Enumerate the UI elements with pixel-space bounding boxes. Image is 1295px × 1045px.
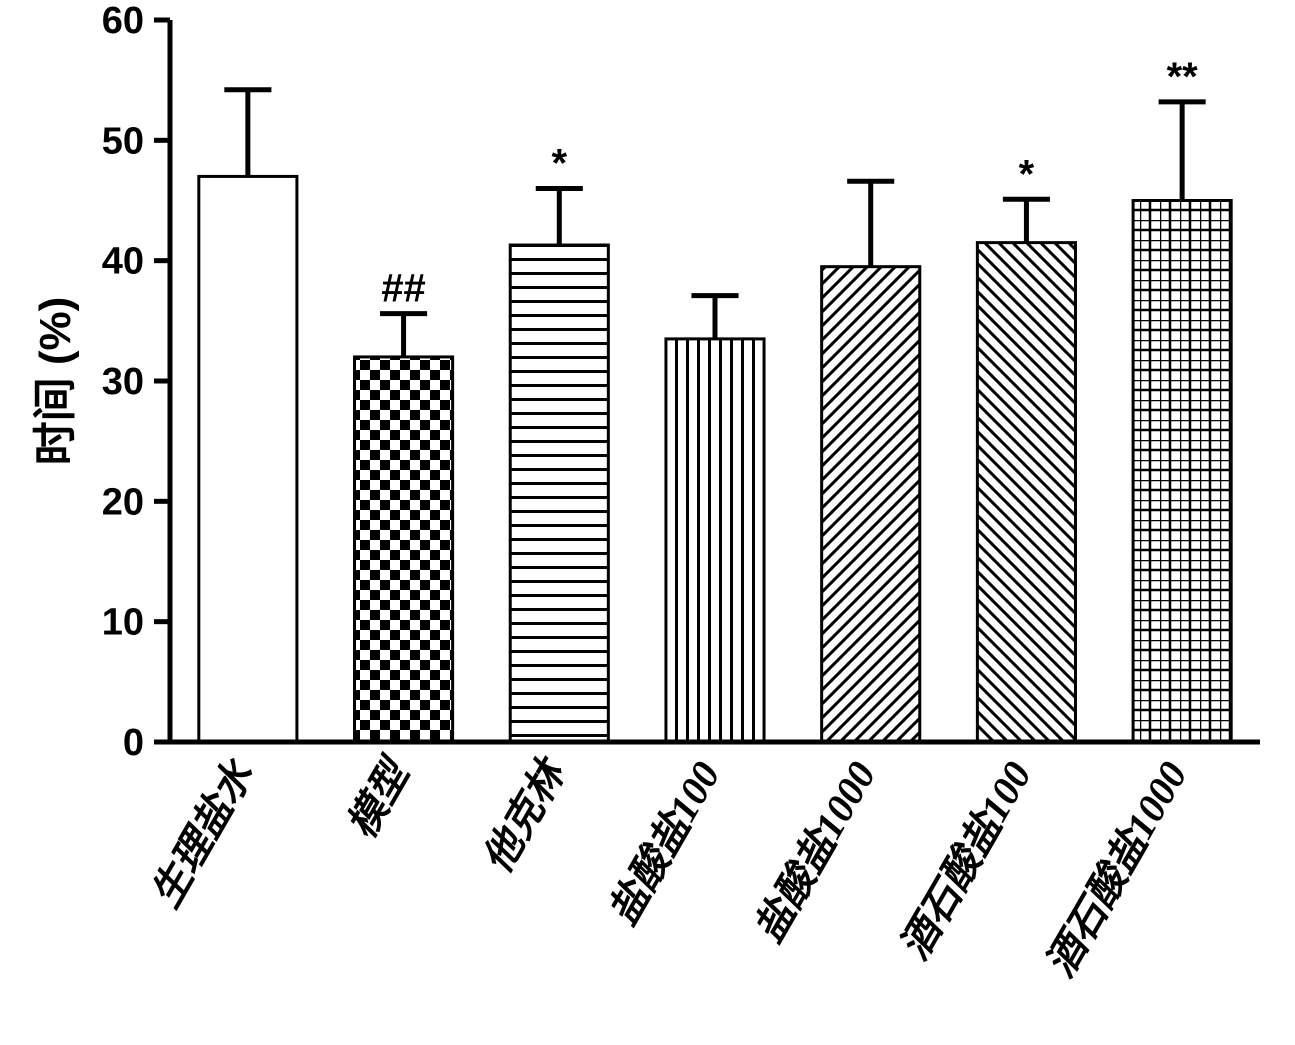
x-category-label: 模型 [338, 750, 419, 846]
x-category-label: 他克林 [474, 750, 575, 881]
x-category-label: 盐酸盐100 [600, 754, 729, 932]
x-category-label: 盐酸盐1000 [746, 754, 885, 950]
y-tick-label: 40 [102, 241, 144, 283]
y-tick-label: 10 [102, 602, 144, 644]
x-category-label: 酒石酸盐1000 [1037, 754, 1196, 984]
bar [355, 357, 453, 742]
y-tick-label: 20 [102, 481, 144, 523]
y-tick-label: 50 [102, 120, 144, 162]
bar [1133, 201, 1231, 743]
y-tick-label: 30 [102, 361, 144, 403]
x-category-label: 酒石酸盐100 [891, 754, 1040, 967]
y-tick-label: 60 [102, 0, 144, 42]
y-axis-label: 时间 (%) [31, 297, 80, 466]
significance-label: * [551, 141, 567, 185]
significance-label: * [1019, 152, 1035, 196]
significance-label: ## [381, 267, 426, 311]
significance-label: ** [1167, 55, 1199, 99]
y-tick-label: 0 [123, 722, 144, 764]
bar [510, 245, 608, 742]
bar [199, 176, 297, 742]
x-category-label: 生理盐水 [143, 751, 263, 915]
bar [822, 267, 920, 742]
bar-chart: 生理盐水 ## 模型 * 他克林盐酸盐100盐酸盐1000 * 酒石酸盐100 ** 酒石酸盐1… [31, 0, 1260, 984]
bar [666, 339, 764, 742]
bar [977, 243, 1075, 742]
